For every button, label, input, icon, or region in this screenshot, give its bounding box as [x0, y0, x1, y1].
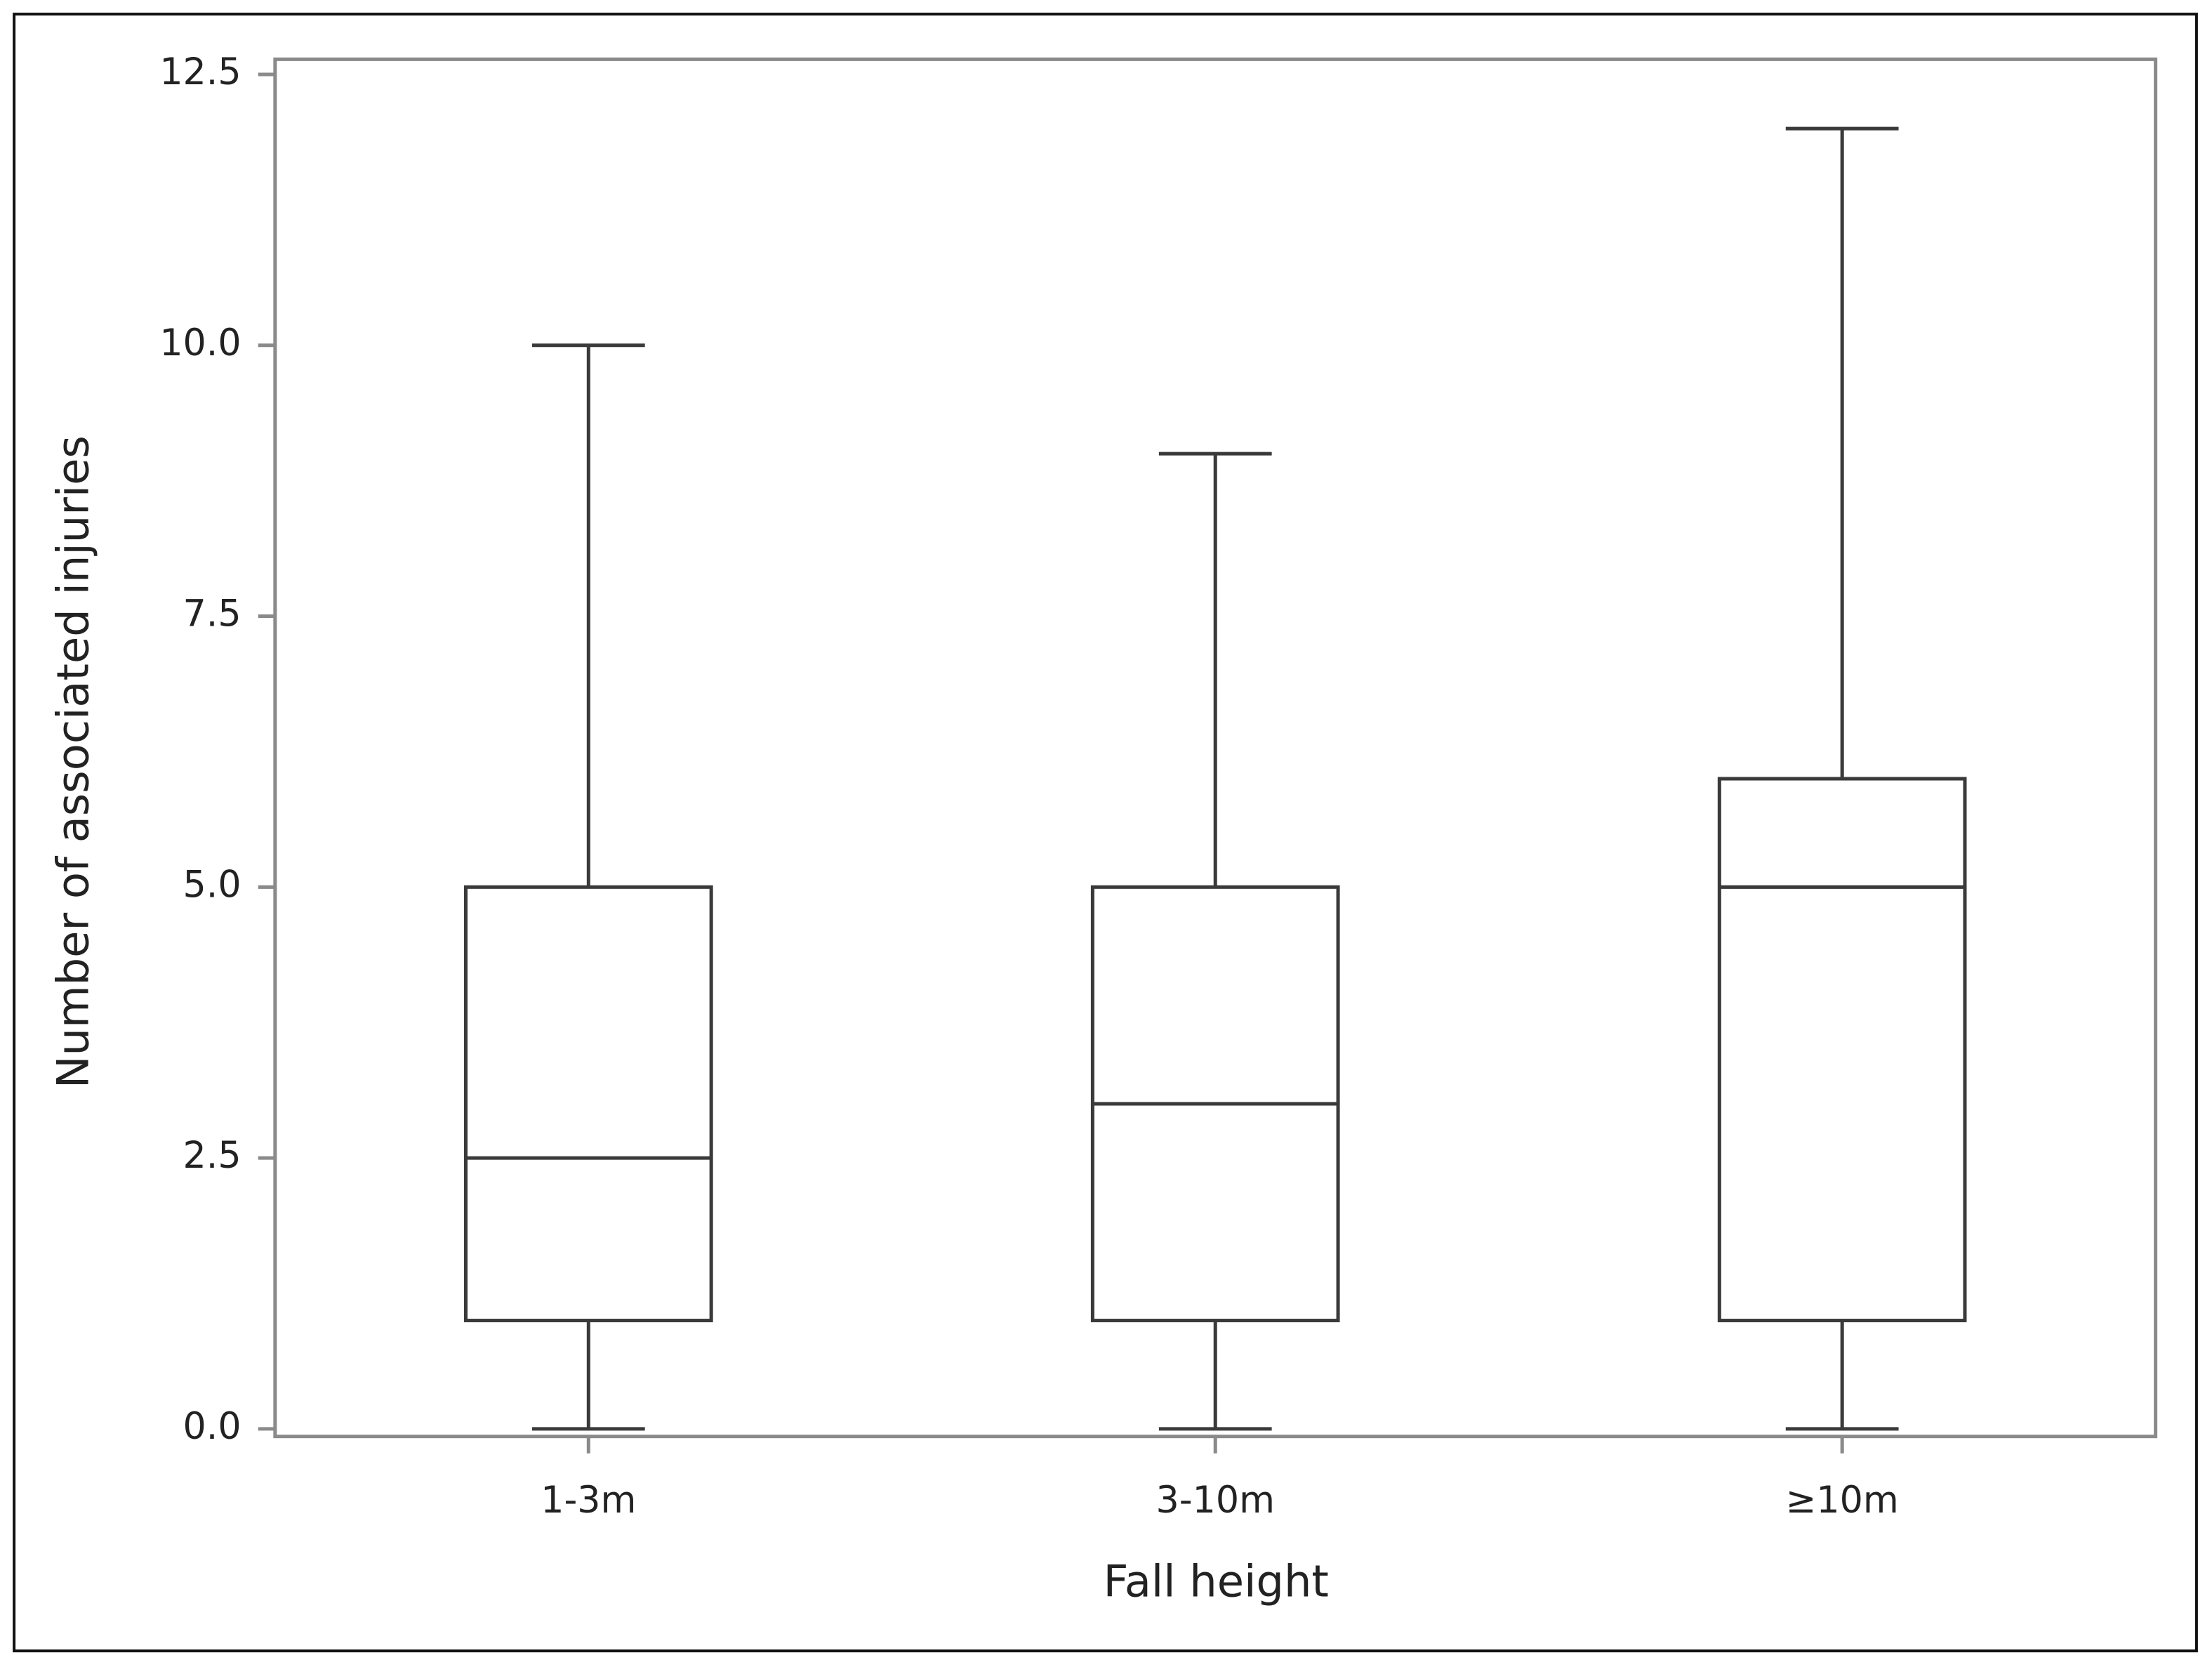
x-tick-label: 1-3m [541, 1480, 636, 1522]
x-tick-label: ≥10m [1786, 1480, 1899, 1522]
box [1717, 777, 1967, 1323]
figure-border [13, 13, 2198, 1653]
y-axis-label: Number of associated injuries [48, 435, 99, 1088]
y-tick-label: 7.5 [183, 593, 241, 635]
y-tick-label: 0.0 [183, 1406, 241, 1448]
x-axis-label: Fall height [1104, 1556, 1329, 1607]
y-tick-label: 12.5 [159, 51, 241, 93]
y-tick-label: 10.0 [159, 322, 241, 364]
x-tick-label: 3-10m [1156, 1480, 1275, 1522]
y-tick-label: 5.0 [183, 864, 241, 906]
y-tick-label: 2.5 [183, 1135, 241, 1177]
box [463, 885, 713, 1323]
